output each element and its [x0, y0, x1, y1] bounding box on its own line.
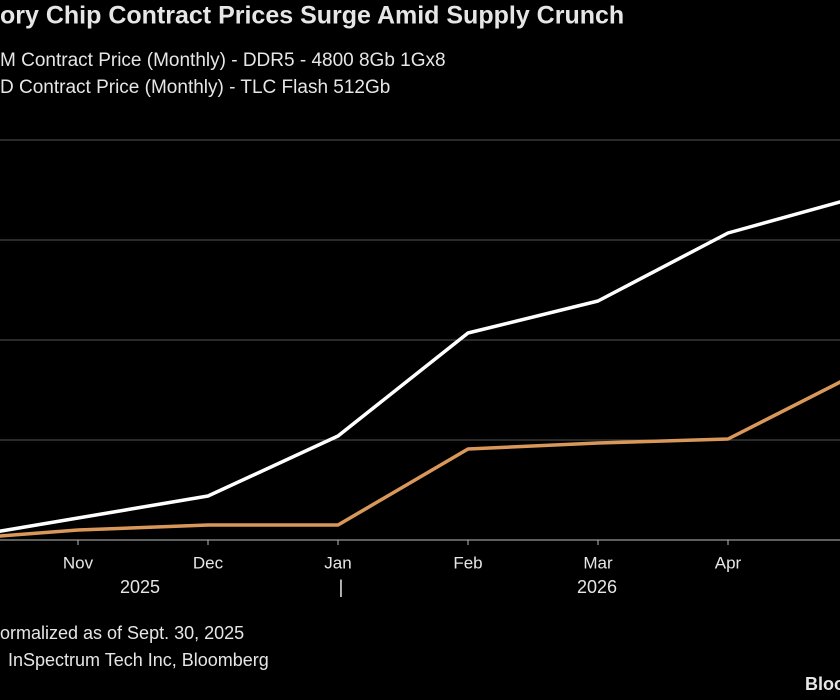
year-label: 2025	[120, 577, 160, 597]
year-label: |	[339, 577, 344, 597]
note: ormalized as of Sept. 30, 2025	[0, 623, 244, 643]
x-tick-label: Jan	[324, 553, 351, 572]
x-tick-label: Mar	[583, 553, 613, 572]
series-line	[0, 380, 840, 538]
chart-title: ory Chip Contract Prices Surge Amid Supp…	[0, 2, 624, 30]
year-label: 2026	[577, 577, 617, 597]
brand: Bloo	[805, 674, 840, 694]
source: InSpectrum Tech Inc, Bloomberg	[8, 650, 269, 670]
legend-label: M Contract Price (Monthly) - DDR5 - 4800…	[0, 50, 446, 71]
x-tick-label: Apr	[715, 553, 742, 572]
legend-label: D Contract Price (Monthly) - TLC Flash 5…	[0, 77, 390, 98]
x-tick-label: Dec	[193, 553, 224, 572]
x-tick-label: Nov	[63, 553, 94, 572]
x-tick-label: Feb	[453, 553, 482, 572]
series-line	[0, 200, 840, 533]
